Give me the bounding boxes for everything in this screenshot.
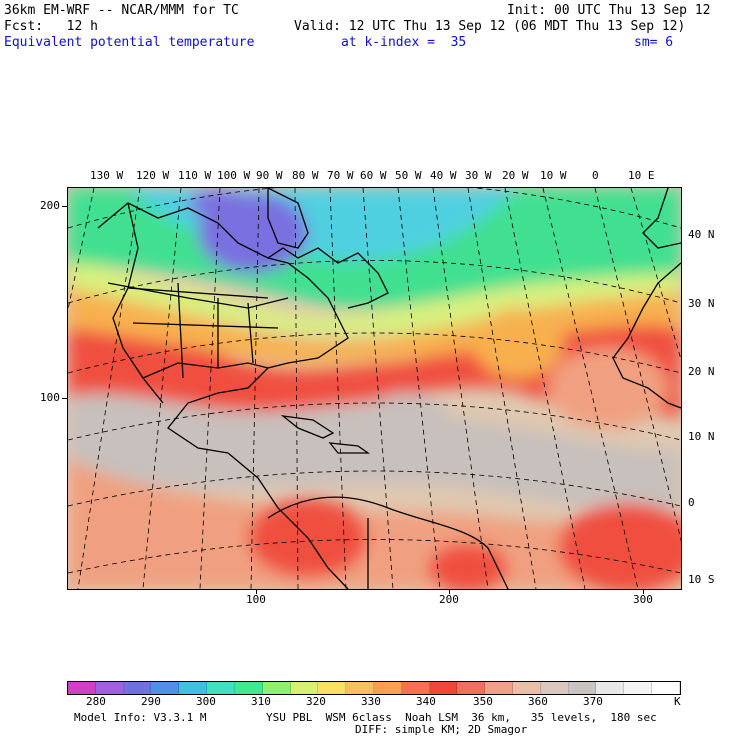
colorbar-swatch [457, 682, 486, 694]
lon-label: 60 W [360, 169, 387, 182]
colorbar-swatch [123, 682, 152, 694]
colorbar-label: 370 [583, 695, 603, 708]
level-index: at k-index = 35 [341, 35, 467, 50]
diffusion-info: DIFF: simple KM; 2D Smagor [355, 723, 528, 736]
color-scale [67, 681, 681, 695]
colorbar-swatch [262, 682, 291, 694]
field-red-south2 [428, 543, 508, 589]
colorbar-swatch [318, 682, 347, 694]
colorbar-swatch [401, 682, 430, 694]
map-canvas [68, 188, 681, 589]
field-name: Equivalent potential temperature [4, 35, 255, 50]
theta-e-map [67, 187, 682, 590]
colorbar-swatch [346, 682, 374, 694]
colorbar-swatch [485, 682, 513, 694]
colorbar-swatch [151, 682, 180, 694]
field-salmon-east [548, 348, 668, 428]
colorbar-swatch [207, 682, 235, 694]
field-gray [68, 378, 681, 511]
graticule [68, 188, 681, 589]
colorbar-swatch [373, 682, 402, 694]
coastlines [97, 188, 681, 589]
lat-label: 40 N [688, 228, 715, 241]
colorbar-swatch [234, 682, 263, 694]
colorbar-swatch [290, 682, 319, 694]
grid-x-label: 200 [439, 593, 459, 606]
lon-label: 30 W [465, 169, 492, 182]
grid-x-label: 100 [246, 593, 266, 606]
lon-label: 10 E [628, 169, 655, 182]
colorbar-swatch [68, 682, 96, 694]
lat-label: 10 N [688, 430, 715, 443]
colorbar-label: 340 [416, 695, 436, 708]
lon-label: 50 W [395, 169, 422, 182]
field-yellow [68, 258, 681, 336]
lat-label: 10 S [688, 573, 715, 586]
lat-label: 30 N [688, 297, 715, 310]
init-time: Init: 00 UTC Thu 13 Sep 12 [507, 3, 711, 18]
lon-label: 120 W [136, 169, 170, 182]
grid-y-label: 100 [40, 391, 60, 404]
colorbar-label: 330 [361, 695, 381, 708]
colorbar-label: 350 [473, 695, 493, 708]
grid-x-label: 300 [633, 593, 653, 606]
colorbar-swatch [624, 682, 653, 694]
colorbar-swatch [513, 682, 541, 694]
colorbar-label: 300 [196, 695, 216, 708]
colorbar-swatch [596, 682, 625, 694]
colorbar-swatch [95, 682, 124, 694]
field-cold-core2 [188, 189, 248, 217]
lon-label: 70 W [327, 169, 354, 182]
tick-mark [643, 589, 644, 594]
tick-mark [62, 398, 67, 399]
lon-label: 100 W [217, 169, 251, 182]
colorbar-swatch [652, 682, 680, 694]
forecast-hour: Fcst: 12 h [4, 19, 98, 34]
field-warm-swirl [473, 308, 563, 378]
lon-label: 20 W [502, 169, 529, 182]
model-title: 36km EM-WRF -- NCAR/MMM for TC [4, 3, 239, 18]
colorbar-unit: K [674, 695, 681, 708]
tick-mark [449, 589, 450, 594]
colorbar-swatch [429, 682, 458, 694]
lon-label: 40 W [430, 169, 457, 182]
lon-label: 90 W [256, 169, 283, 182]
lon-label: 10 W [540, 169, 567, 182]
smoothing: sm= 6 [634, 35, 674, 50]
field-red-southeast [558, 503, 681, 589]
tick-mark [256, 589, 257, 594]
model-info: Model Info: V3.3.1 M [74, 711, 207, 724]
field-salmon [68, 458, 681, 589]
lat-label: 0 [688, 496, 695, 509]
physics-info: YSU PBL WSM 6class Noah LSM 36 km, 35 le… [266, 711, 657, 724]
lon-label: 80 W [292, 169, 319, 182]
colorbar-swatch [568, 682, 597, 694]
lon-label: 130 W [90, 169, 124, 182]
lon-label: 110 W [178, 169, 212, 182]
colorbar-label: 320 [306, 695, 326, 708]
colorbar-swatch [540, 682, 569, 694]
lon-label: 0 [592, 169, 599, 182]
valid-time: Valid: 12 UTC Thu 13 Sep 12 (06 MDT Thu … [294, 19, 686, 34]
field-gray-blob [368, 393, 448, 433]
colorbar-label: 310 [251, 695, 271, 708]
colorbar-label: 280 [86, 695, 106, 708]
grid-y-label: 200 [40, 199, 60, 212]
colorbar-label: 360 [528, 695, 548, 708]
tick-mark [62, 206, 67, 207]
colorbar-swatch [179, 682, 208, 694]
colorbar-label: 290 [141, 695, 161, 708]
lat-label: 20 N [688, 365, 715, 378]
